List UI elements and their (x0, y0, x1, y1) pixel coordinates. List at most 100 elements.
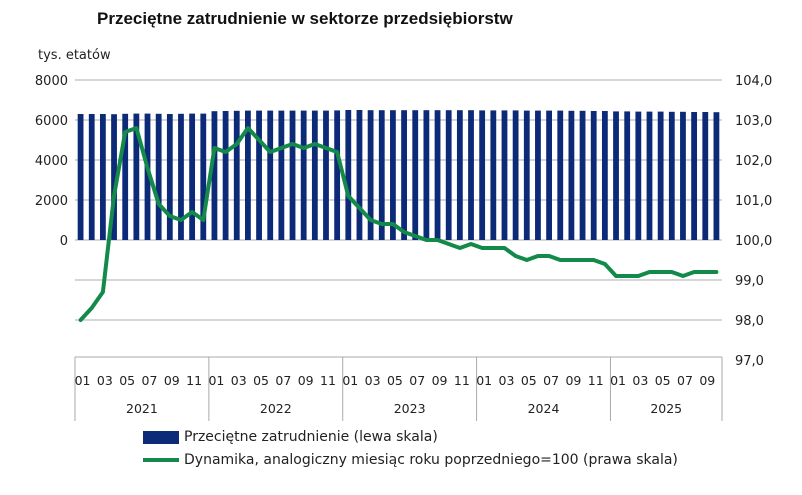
month-tick-label: 05 (119, 373, 135, 388)
bar (501, 110, 508, 241)
month-tick-label: 01 (610, 373, 626, 388)
month-tick-label: 11 (454, 373, 470, 388)
bar (356, 110, 363, 240)
bar (289, 110, 296, 240)
month-tick-label: 11 (186, 373, 202, 388)
month-tick-label: 07 (142, 373, 158, 388)
bar (256, 110, 262, 240)
right-tick-label: 104,0 (735, 74, 772, 89)
bar (77, 114, 84, 240)
left-axis-label: tys. etatów (38, 48, 111, 63)
month-tick-label: 11 (320, 373, 336, 388)
bar (479, 110, 486, 241)
right-tick-label: 98,0 (735, 314, 764, 329)
month-tick-label: 07 (275, 373, 291, 388)
bar (300, 110, 307, 240)
bar (412, 110, 419, 240)
bar (624, 111, 631, 241)
legend-label: Przeciętne zatrudnienie (lewa skala) (184, 429, 438, 445)
bar (345, 110, 352, 240)
left-tick-label: 2000 (35, 194, 68, 209)
bar (211, 111, 218, 240)
month-tick-label: 03 (365, 373, 381, 388)
bar (713, 112, 720, 240)
month-tick-label: 09 (164, 373, 180, 388)
right-tick-label: 103,0 (735, 114, 772, 129)
bar (523, 110, 530, 240)
year-label: 2022 (260, 401, 292, 416)
bar (456, 110, 463, 240)
right-tick-label: 101,0 (735, 194, 772, 209)
bar (267, 110, 274, 240)
left-tick-label: 8000 (35, 74, 68, 89)
month-tick-label: 07 (543, 373, 559, 388)
bar (323, 110, 329, 240)
bar (557, 110, 564, 240)
bar (613, 111, 619, 241)
bar (512, 110, 519, 241)
month-tick-label: 05 (521, 373, 537, 388)
legend-swatch-line (143, 458, 179, 462)
left-tick-label: 4000 (35, 154, 68, 169)
bar (635, 111, 642, 240)
right-tick-label: 100,0 (735, 234, 772, 249)
bar (691, 112, 698, 240)
bar (468, 110, 474, 240)
bar (334, 110, 341, 241)
bar (390, 110, 396, 240)
month-tick-label: 05 (253, 373, 269, 388)
month-tick-label: 01 (75, 373, 91, 388)
month-tick-label: 11 (588, 373, 604, 388)
bar (155, 113, 162, 240)
bar (646, 111, 653, 240)
bar (401, 110, 407, 240)
bar (367, 110, 374, 240)
bar (144, 113, 151, 240)
bar (579, 110, 586, 240)
right-tick-label: 102,0 (735, 154, 772, 169)
bar (88, 114, 95, 240)
year-label: 2021 (126, 401, 158, 416)
bar (590, 111, 597, 240)
month-tick-label: 09 (699, 373, 715, 388)
bar (490, 110, 497, 241)
left-tick-label: 6000 (35, 114, 68, 129)
month-tick-label: 09 (432, 373, 448, 388)
month-tick-label: 03 (97, 373, 113, 388)
legend-label: Dynamika, analogiczny miesiąc roku poprz… (184, 452, 678, 468)
month-tick-label: 07 (409, 373, 425, 388)
month-tick-label: 01 (208, 373, 224, 388)
bar (668, 111, 675, 240)
bar (166, 114, 173, 240)
bar (535, 110, 541, 240)
bar (133, 113, 140, 240)
bar (702, 112, 709, 240)
bar (568, 110, 575, 240)
bar (278, 110, 285, 240)
legend-item-line: Dynamika, analogiczny miesiąc roku poprz… (143, 452, 678, 468)
month-tick-label: 09 (565, 373, 581, 388)
dynamics-line (78, 126, 719, 322)
bar (200, 113, 207, 240)
legend-item-bars: Przeciętne zatrudnienie (lewa skala) (143, 429, 438, 445)
left-tick-label: 0 (60, 234, 68, 249)
bar (434, 110, 441, 240)
right-tick-label: 99,0 (735, 274, 764, 289)
month-tick-label: 03 (499, 373, 515, 388)
bar (233, 110, 240, 240)
month-tick-label: 03 (632, 373, 648, 388)
month-tick-label: 05 (655, 373, 671, 388)
month-tick-label: 09 (298, 373, 314, 388)
month-tick-label: 03 (231, 373, 247, 388)
bar (445, 110, 452, 240)
bar (680, 111, 686, 240)
month-tick-label: 07 (677, 373, 693, 388)
bar (178, 113, 184, 240)
bar (546, 110, 552, 240)
bar (111, 114, 117, 240)
month-tick-label: 05 (387, 373, 403, 388)
bar (99, 114, 106, 240)
bar (189, 113, 196, 240)
